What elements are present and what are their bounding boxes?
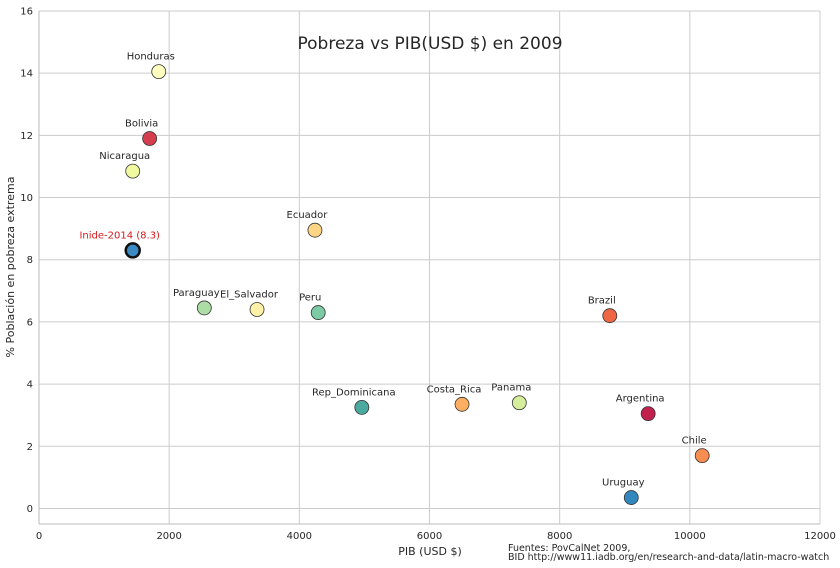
data-point [249,302,265,317]
point-label: Bolivia [125,118,158,129]
data-point [640,406,656,422]
x-tick-label: 6000 [417,531,442,542]
data-point [454,396,470,412]
y-tick-label: 16 [20,7,33,18]
point-label: Panama [491,383,531,394]
y-tick-label: 4 [27,380,33,391]
point-label: Peru [299,293,321,304]
point-label: Nicaragua [99,151,150,162]
point-label: Brazil [588,296,616,307]
data-point [623,490,639,505]
point-label: Uruguay [602,478,645,489]
y-tick-label: 14 [20,69,33,80]
data-point [694,448,710,464]
data-point [125,163,141,179]
x-tick-label: 0 [36,531,42,542]
point-label: Costa_Rica [427,384,482,395]
x-tick-label: 8000 [547,531,572,542]
y-tick-label: 8 [27,255,33,266]
y-axis-label: % Población en pobreza extrema [4,177,17,358]
data-point [142,131,158,146]
point-label: Honduras [127,52,175,63]
x-tick-label: 12000 [804,531,836,542]
point-label: Chile [682,436,707,447]
data-point [602,308,618,324]
data-point [310,305,326,320]
x-tick-labels: 0 2000 4000 6000 8000 10000 12000 [36,531,836,542]
source-line-1: Fuentes: PovCalNet 2009, [508,543,630,554]
x-axis-label: PIB (USD $) [398,545,462,558]
source-line-2: BID http://www11.iadb.org/en/research-an… [508,552,829,563]
axes-frame [38,11,820,525]
data-point [151,64,167,80]
x-tick-label: 10000 [674,531,706,542]
x-tick-label: 2000 [156,531,181,542]
chart-title: Pobreza vs PIB(USD $) en 2009 [297,34,562,54]
point-label: El_Salvador [220,289,279,300]
point-label: Argentina [616,394,665,405]
point-label: Paraguay [173,288,220,299]
point-labels: Honduras Bolivia Nicaragua Ecuador Paraguay E… [79,52,706,489]
highlight-label: Inide-2014 (8.3) [79,230,160,241]
y-tick-labels: 0 2 4 6 8 10 12 14 16 [20,7,33,515]
point-label: Rep_Dominicana [312,387,396,398]
y-tick-label: 10 [20,193,33,204]
x-tick-label: 4000 [287,531,312,542]
y-tick-label: 2 [27,442,33,453]
y-tick-label: 6 [27,317,33,328]
grid-lines [38,10,821,524]
point-label: Ecuador [287,210,329,221]
data-point [354,400,370,415]
data-points [124,64,710,505]
data-point [511,395,527,411]
highlight-point [124,242,141,259]
y-tick-label: 12 [20,131,33,142]
data-point [196,300,212,316]
data-point [307,222,323,238]
y-tick-label: 0 [27,504,33,515]
